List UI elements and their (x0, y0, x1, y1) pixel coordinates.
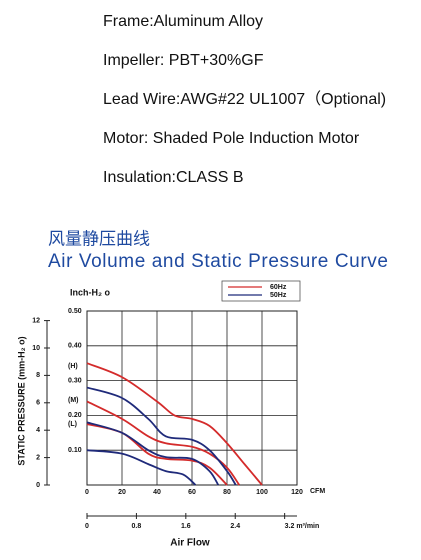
x-tick-label: 60 (188, 489, 196, 496)
x2-tick-label: 0.8 (132, 523, 142, 530)
x2-tick-label: 3.2 m³/min (285, 523, 320, 530)
y-tick-label: 0.30 (68, 377, 82, 384)
y2-tick-label: 10 (32, 345, 40, 352)
x-tick-label: 80 (223, 489, 231, 496)
curve (86, 362, 263, 486)
spec-line: Insulation:CLASS B (103, 169, 244, 186)
x2-tick-label: 0 (85, 523, 89, 530)
x2-tick-label: 1.6 (181, 523, 191, 530)
curve (86, 400, 240, 486)
legend-box (221, 280, 301, 302)
y-tick-label: 0.20 (68, 412, 82, 419)
y2-tick-label: 6 (36, 400, 40, 407)
curve-label: (H) (68, 363, 78, 370)
x-tick-label: 20 (118, 489, 126, 496)
x-tick-label: 120 (291, 489, 303, 496)
x-tick-label: 100 (256, 489, 268, 496)
y-tick-label: 0.50 (68, 308, 82, 315)
chart-title: Air Volume and Static Pressure Curve (48, 251, 389, 272)
x-axis-label: CFM (310, 488, 325, 495)
spec-line: Impeller: PBT+30%GF (103, 52, 264, 69)
y2-tick-label: 4 (36, 427, 40, 434)
x-tick-label: 40 (153, 489, 161, 496)
y-tick-label: 0.10 (68, 447, 82, 454)
x2-axis-label: Air Flow (170, 538, 210, 549)
y2-tick-label: 2 (36, 454, 40, 461)
legend-label: 60Hz (270, 284, 287, 291)
curve-label: (L) (68, 421, 77, 428)
y2-tick-label: 12 (32, 317, 40, 324)
legend-label: 50Hz (270, 292, 287, 299)
y-axis-label: Inch-H₂ o (70, 287, 110, 297)
y2-tick-label: 0 (36, 482, 40, 489)
spec-line: Frame:Aluminum Alloy (103, 13, 263, 30)
curve (86, 421, 220, 486)
chart-title-cn: 风量静压曲线 (48, 229, 150, 248)
x2-tick-label: 2.4 (230, 523, 240, 530)
curve (86, 386, 237, 486)
y2-axis-label: STATIC PRESSURE (mm-H₂ o) (16, 336, 26, 465)
spec-line: Lead Wire:AWG#22 UL1007（Optional) (103, 90, 386, 108)
curve-label: (M) (68, 397, 79, 404)
spec-line: Motor: Shaded Pole Induction Motor (103, 130, 360, 147)
x-tick-label: 0 (85, 489, 89, 496)
curve (86, 449, 197, 486)
y2-tick-label: 8 (36, 372, 40, 379)
y-tick-label: 0.40 (68, 343, 82, 350)
